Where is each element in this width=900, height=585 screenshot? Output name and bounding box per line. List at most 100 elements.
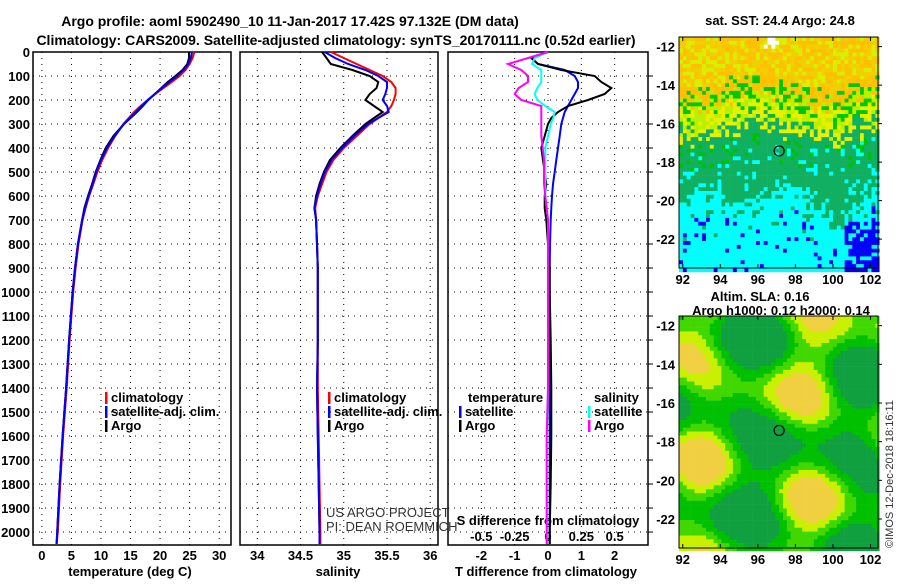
map-cell <box>856 52 860 56</box>
map-cell <box>779 72 783 76</box>
map-cell <box>729 253 733 257</box>
map-cell <box>691 245 695 249</box>
map-cell <box>860 428 864 432</box>
map-cell <box>710 347 714 351</box>
map-cell <box>771 160 775 164</box>
map-cell <box>691 412 695 416</box>
map-cell <box>748 245 752 249</box>
map-cell <box>725 153 729 157</box>
map-cell <box>721 126 725 130</box>
map-cell <box>771 218 775 222</box>
map-cell <box>837 351 841 355</box>
map-cell <box>741 401 745 405</box>
map-cell <box>756 401 760 405</box>
map-cell <box>752 183 756 187</box>
map-cell <box>868 114 872 118</box>
map-cell <box>771 133 775 137</box>
map-cell <box>822 110 826 114</box>
map-cell <box>733 91 737 95</box>
map-cell <box>841 366 845 370</box>
map-cell <box>687 316 691 320</box>
map-cell <box>756 79 760 83</box>
map-cell <box>752 412 756 416</box>
map-cell <box>825 335 829 339</box>
map-cell <box>841 393 845 397</box>
map-cell <box>864 87 868 91</box>
map-cell <box>841 320 845 324</box>
map-cell <box>860 374 864 378</box>
map-cell <box>679 102 683 106</box>
map-cell <box>806 331 810 335</box>
map-cell <box>791 52 795 56</box>
map-cell <box>721 52 725 56</box>
map-cell <box>771 253 775 257</box>
map-cell <box>733 424 737 428</box>
map-cell <box>806 49 810 53</box>
map-cell <box>783 52 787 56</box>
map-cell <box>706 260 710 264</box>
map-cell <box>741 428 745 432</box>
map-cell <box>802 164 806 168</box>
map-cell <box>795 49 799 53</box>
map-cell <box>691 64 695 68</box>
map-cell <box>795 133 799 137</box>
map-cell <box>687 206 691 210</box>
map-cell <box>706 331 710 335</box>
map-cell <box>687 203 691 207</box>
map-cell <box>733 210 737 214</box>
map-cell <box>868 339 872 343</box>
map-cell <box>864 149 868 153</box>
map-cell <box>848 401 852 405</box>
map-cell <box>856 41 860 45</box>
map-cell <box>683 378 687 382</box>
map-cell <box>825 328 829 332</box>
map-cell <box>864 355 868 359</box>
legend-swatch <box>588 420 591 432</box>
map-cell <box>787 351 791 355</box>
map-cell <box>764 156 768 160</box>
map-cell <box>818 233 822 237</box>
map-cell <box>710 126 714 130</box>
map-cell <box>787 91 791 95</box>
map-cell <box>802 328 806 332</box>
map-cell <box>687 393 691 397</box>
map-cell <box>845 378 849 382</box>
map-cell <box>721 385 725 389</box>
map-cell <box>825 99 829 103</box>
map-cell <box>837 405 841 409</box>
map-cell <box>702 416 706 420</box>
map-cell <box>852 374 856 378</box>
map-cell <box>771 83 775 87</box>
map-cell <box>764 328 768 332</box>
map-cell <box>864 172 868 176</box>
map-cell <box>848 156 852 160</box>
map-cell <box>702 253 706 257</box>
map-cell <box>756 241 760 245</box>
map-cell <box>760 72 764 76</box>
map-cell <box>741 122 745 126</box>
map-cell <box>806 218 810 222</box>
map-cell <box>729 72 733 76</box>
map-cell <box>798 68 802 72</box>
map-cell <box>694 351 698 355</box>
map-cell <box>764 226 768 230</box>
map-cell <box>683 408 687 412</box>
map-cell <box>848 351 852 355</box>
map-cell <box>760 335 764 339</box>
map-cell <box>806 226 810 230</box>
map-cell <box>868 102 872 106</box>
map-cell <box>745 133 749 137</box>
map-cell <box>771 320 775 324</box>
map-cell <box>694 268 698 272</box>
map-cell <box>822 99 826 103</box>
map-cell <box>691 362 695 366</box>
map-cell <box>825 64 829 68</box>
map-cell <box>783 401 787 405</box>
map-cell <box>852 56 856 60</box>
map-cell <box>748 222 752 226</box>
map-cell <box>856 72 860 76</box>
map-cell <box>798 374 802 378</box>
map-cell <box>729 133 733 137</box>
map-cell <box>771 416 775 420</box>
map-cell <box>694 110 698 114</box>
